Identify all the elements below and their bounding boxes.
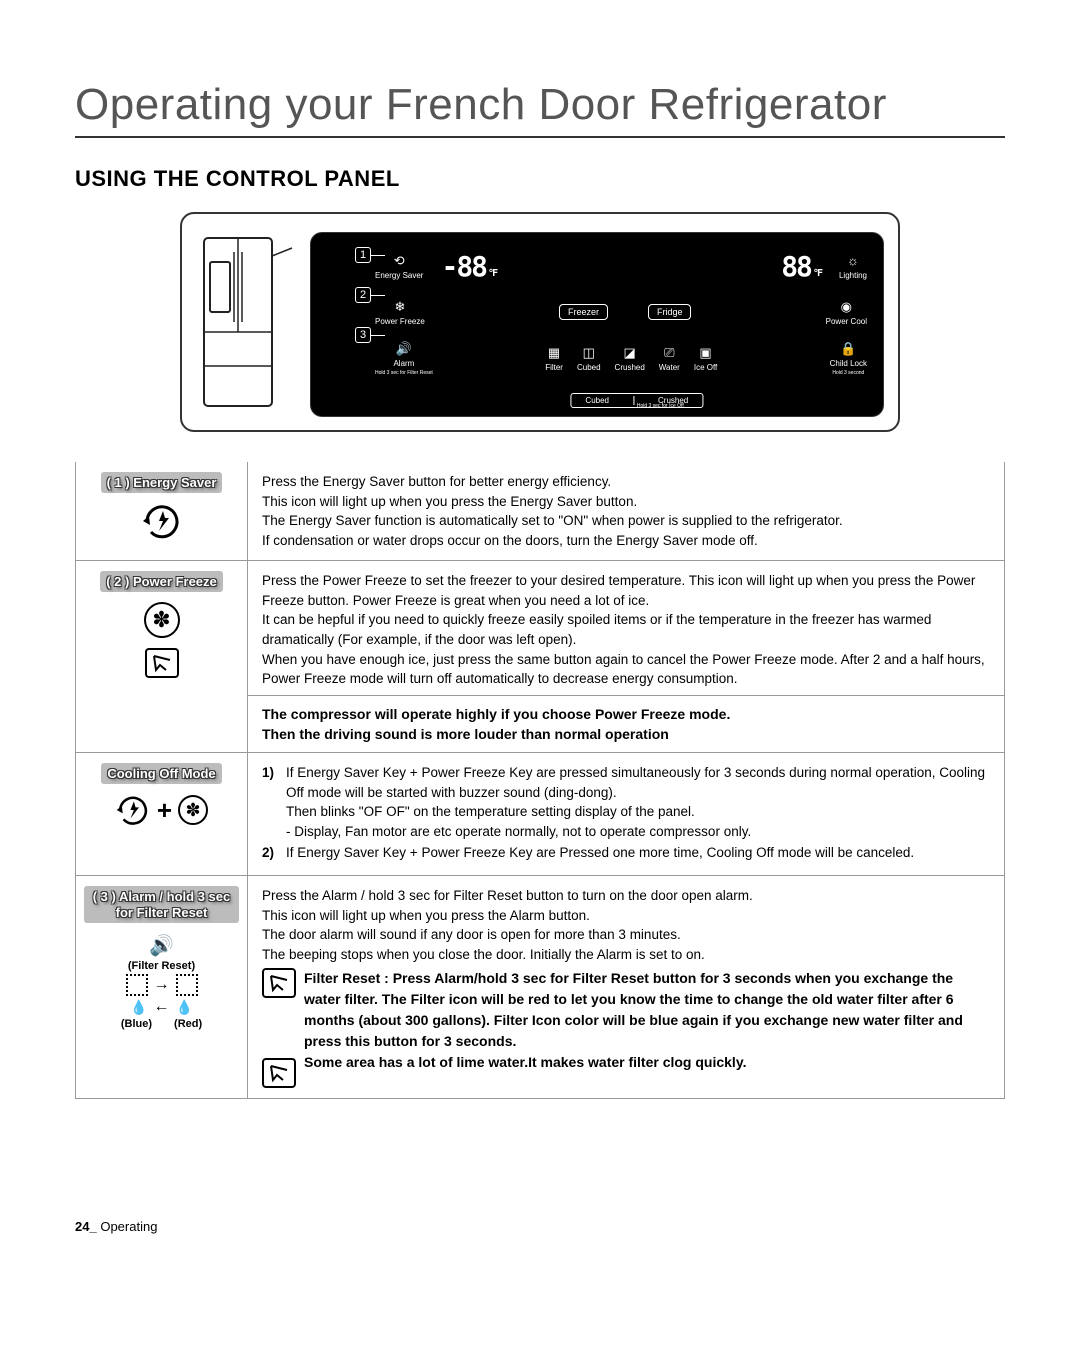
speaker-icon: 🔊 [149, 933, 174, 958]
energy-saver-big-icon [141, 503, 183, 547]
page-footer: 24_ Operating [75, 1219, 1005, 1234]
panel-power-cool: ◉ Power Cool [826, 299, 867, 326]
filter-icon: ▦ [546, 345, 562, 361]
energy-saver-label: Energy Saver [375, 271, 423, 280]
panel-enlargement: 1 2 3 ⟲ Energy Saver -88°F 88°F ☼ [310, 232, 884, 417]
cubed-crushed-toggle: Cubed Crushed Hold 3 sec for Ice Off [570, 393, 703, 408]
ice-off-icon: ▣ [698, 345, 714, 361]
freezer-button: Freezer [559, 304, 608, 320]
child-lock-icon: 🔒 [840, 341, 856, 357]
panel-row-2: ❄ Power Freeze Freezer Fridge ◉ Power Co… [375, 293, 867, 331]
filter-red-icon [176, 974, 198, 996]
cooling-off-body: 1)If Energy Saver Key + Power Freeze Key… [248, 753, 1004, 875]
child-lock-label: Child Lock [830, 359, 867, 368]
power-cool-icon: ◉ [838, 299, 854, 315]
panel-filter: ▦Filter [545, 345, 563, 372]
panel-child-lock: 🔒 Child Lock Hold 3 second [830, 341, 867, 376]
power-freeze-note: The compressor will operate highly if yo… [248, 695, 1004, 753]
power-freeze-heading: ( 2 ) Power Freeze [100, 571, 223, 592]
panel-alarm: 🔊 Alarm Hold 3 sec for Filter Reset [375, 341, 433, 376]
panel-water: ⎚Water [659, 345, 680, 372]
footer-section: Operating [100, 1219, 157, 1234]
freezer-temp-display: -88°F [441, 250, 496, 283]
fridge-temp-display: 88°F [781, 250, 821, 283]
fridge-button: Fridge [648, 304, 692, 320]
page-number: 24_ [75, 1219, 97, 1234]
child-lock-sublabel: Hold 3 second [832, 370, 864, 376]
panel-cubed: ◫Cubed [577, 345, 601, 372]
cubed-label: Cubed [585, 396, 609, 405]
alarm-filter-heading: ( 3 ) Alarm / hold 3 sec for Filter Rese… [84, 886, 239, 923]
alarm-filter-body: Press the Alarm / hold 3 sec for Filter … [248, 876, 1004, 1098]
panel-row-1: ⟲ Energy Saver -88°F 88°F ☼ Lighting [375, 247, 867, 285]
panel-crushed: ◪Crushed [615, 345, 645, 372]
filter-reset-note-icon-1 [262, 968, 296, 998]
feature-power-freeze: ( 2 ) Power Freeze ✽ Press the Power Fre… [75, 561, 1005, 753]
crushed-icon: ◪ [622, 345, 638, 361]
fridge-illustration [196, 232, 296, 412]
lighting-label: Lighting [839, 271, 867, 280]
drop-red-icon: 💧 [176, 999, 193, 1016]
alarm-icon: 🔊 [396, 341, 412, 357]
control-panel-diagram: 1 2 3 ⟲ Energy Saver -88°F 88°F ☼ [75, 212, 1005, 432]
filter-blue-icon [126, 974, 148, 996]
page-title: Operating your French Door Refrigerator [75, 80, 1005, 138]
panel-power-freeze: ❄ Power Freeze [375, 299, 425, 326]
filter-reset-note-icon-2 [262, 1058, 296, 1088]
power-freeze-snowflake-icon: ✽ [144, 602, 180, 638]
panel-row-3: 🔊 Alarm Hold 3 sec for Filter Reset ▦Fil… [375, 339, 867, 377]
energy-saver-heading: ( 1 ) Energy Saver [101, 472, 223, 493]
cubed-icon: ◫ [581, 345, 597, 361]
power-cool-label: Power Cool [826, 317, 867, 326]
red-label: (Red) [174, 1018, 202, 1030]
cooling-off-combo-icons: + ✽ [115, 794, 208, 826]
alarm-label: Alarm [393, 359, 414, 368]
energy-saver-icon: ⟲ [391, 253, 407, 269]
water-icon: ⎚ [661, 345, 677, 361]
blue-label: (Blue) [121, 1018, 152, 1030]
power-freeze-label: Power Freeze [375, 317, 425, 326]
panel-lighting: ☼ Lighting [839, 253, 867, 280]
alarm-sublabel: Hold 3 sec for Filter Reset [375, 370, 433, 376]
feature-energy-saver: ( 1 ) Energy Saver Press the Energy Save… [75, 462, 1005, 561]
cooling-off-heading: Cooling Off Mode [101, 763, 221, 784]
feature-cooling-off: Cooling Off Mode + ✽ 1)If Energy Saver K… [75, 753, 1005, 876]
callout-1: 1 [355, 247, 371, 263]
combo-snowflake-icon: ✽ [178, 795, 208, 825]
combo-energy-saver-icon [115, 794, 151, 826]
feature-alarm-filter: ( 3 ) Alarm / hold 3 sec for Filter Rese… [75, 876, 1005, 1099]
power-freeze-icon: ❄ [392, 299, 408, 315]
callout-3: 3 [355, 327, 371, 343]
panel-energy-saver: ⟲ Energy Saver [375, 253, 423, 280]
energy-saver-body: Press the Energy Saver button for better… [248, 462, 1004, 560]
filter-reset-caption: (Filter Reset) [128, 960, 195, 972]
power-freeze-note-icon [145, 648, 179, 678]
drop-blue-icon: 💧 [130, 999, 147, 1016]
panel-ice-off: ▣Ice Off [694, 345, 717, 372]
lighting-icon: ☼ [845, 253, 861, 269]
filter-reset-icon-group: 🔊 (Filter Reset) → 💧 ← 💧 (Blue) (Red) [121, 933, 202, 1030]
callout-2: 2 [355, 287, 371, 303]
section-heading: USING THE CONTROL PANEL [75, 166, 1005, 192]
filter-reset-instructions: Filter Reset : Press Alarm/hold 3 sec fo… [262, 968, 990, 1088]
power-freeze-body: Press the Power Freeze to set the freeze… [248, 561, 1004, 752]
ice-off-note: Hold 3 sec for Ice Off [637, 403, 684, 409]
